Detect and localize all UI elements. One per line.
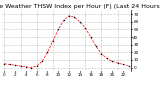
- Title: Milwaukee Weather THSW Index per Hour (F) (Last 24 Hours): Milwaukee Weather THSW Index per Hour (F…: [0, 4, 160, 9]
